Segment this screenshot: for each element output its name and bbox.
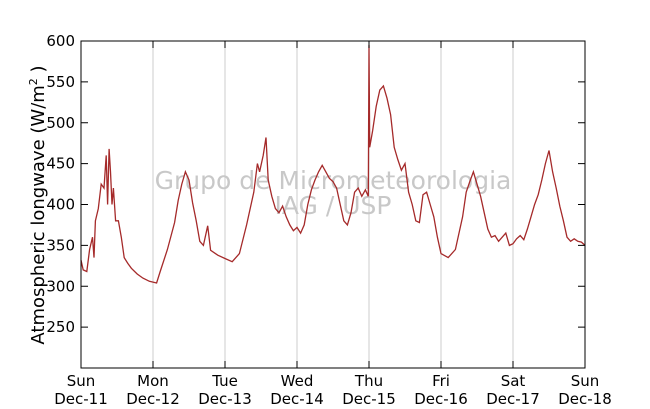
- ytick-label-450: 450: [46, 155, 75, 173]
- longwave-series-line: [80, 45, 586, 284]
- ytick-label-500: 500: [46, 114, 75, 132]
- y-axis-label-main: Atmospheric longwave (W/m: [28, 85, 49, 344]
- ytick-label-350: 350: [46, 236, 75, 254]
- xtick-day-3: Wed: [281, 372, 314, 390]
- ytick-label-250: 250: [46, 318, 75, 336]
- watermark: Grupo de Micrometeorologia IAG / USP: [155, 166, 512, 220]
- xtick-date-6: Dec-17: [486, 390, 540, 408]
- xtick-day-7: Sun: [571, 372, 600, 390]
- x-axis-ticks: SunDec-11MonDec-12TueDec-13WedDec-14ThuD…: [54, 41, 612, 408]
- xtick-day-5: Fri: [432, 372, 450, 390]
- xtick-date-4: Dec-15: [342, 390, 396, 408]
- xtick-date-3: Dec-14: [270, 390, 324, 408]
- ytick-label-550: 550: [46, 73, 75, 91]
- y-axis-label: Atmospheric longwave (W/m2 ): [27, 65, 49, 344]
- ytick-label-300: 300: [46, 277, 75, 295]
- xtick-date-5: Dec-16: [414, 390, 468, 408]
- xtick-date-2: Dec-13: [198, 390, 252, 408]
- xtick-day-4: Thu: [354, 372, 383, 390]
- xtick-date-0: Dec-11: [54, 390, 108, 408]
- watermark-line-2: IAG / USP: [275, 191, 392, 220]
- ytick-label-400: 400: [46, 196, 75, 214]
- xtick-day-6: Sat: [501, 372, 526, 390]
- watermark-line-1: Grupo de Micrometeorologia: [155, 166, 512, 195]
- xtick-date-7: Dec-18: [558, 390, 612, 408]
- y-axis-label-sup: 2: [27, 78, 40, 85]
- xtick-date-1: Dec-12: [126, 390, 180, 408]
- y-axis-ticks: 250 300 350 400 450 500 550 600: [46, 32, 585, 336]
- xtick-day-0: Sun: [67, 372, 96, 390]
- ytick-label-600: 600: [46, 32, 75, 50]
- xtick-day-2: Tue: [211, 372, 238, 390]
- y-axis-label-close: ): [28, 65, 49, 78]
- xtick-day-1: Mon: [137, 372, 169, 390]
